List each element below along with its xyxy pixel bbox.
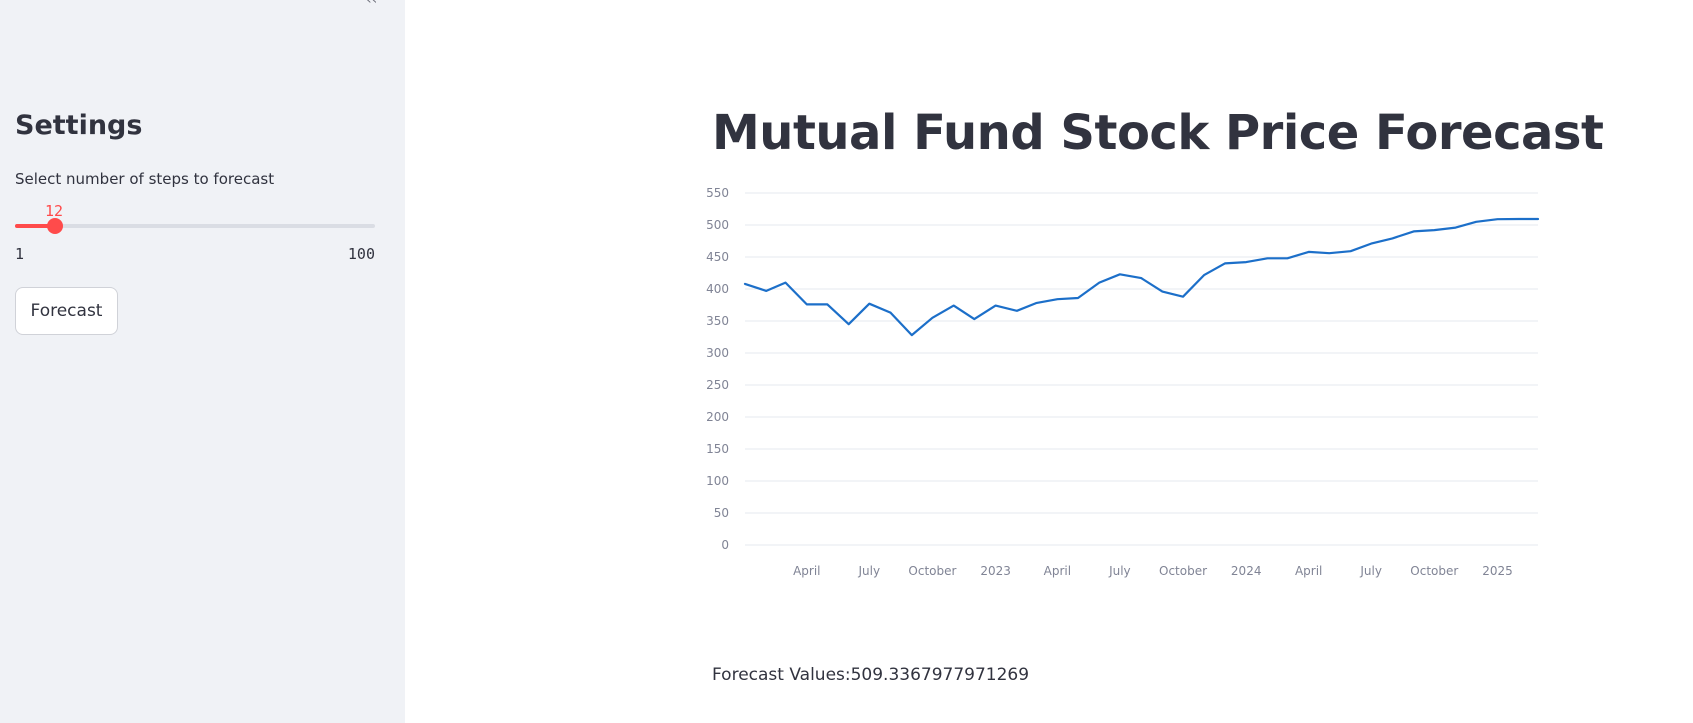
price-series-line (743, 217, 1540, 337)
slider-label: Select number of steps to forecast (15, 170, 275, 188)
page-title: Mutual Fund Stock Price Forecast (712, 105, 1604, 161)
x-tick-label: October (908, 564, 956, 578)
chart-y-axis: 0 50 100 150 200 250 300 350 400 450 500 550 (706, 186, 729, 552)
y-tick-label: 350 (706, 314, 729, 328)
sidebar-heading: Settings (15, 110, 143, 141)
x-tick-label: July (1108, 564, 1131, 578)
forecast-value: 509.3367977971269 (850, 665, 1030, 685)
chart-gridlines (745, 192, 1538, 546)
x-tick-label: July (1359, 564, 1382, 578)
y-tick-label: 250 (706, 378, 729, 392)
x-tick-label: 2025 (1482, 564, 1513, 578)
steps-slider[interactable]: 12 1 100 (15, 202, 375, 263)
y-tick-label: 500 (706, 218, 729, 232)
slider-max-label: 100 (347, 245, 375, 263)
x-tick-label: April (1295, 564, 1322, 578)
slider-current-value: 12 (44, 202, 64, 220)
forecast-label: Forecast Values: (712, 665, 851, 685)
x-tick-label: April (793, 564, 820, 578)
y-tick-label: 50 (714, 506, 729, 520)
forecast-output: Forecast Values:509.3367977971269 (712, 665, 1029, 685)
y-tick-label: 100 (706, 474, 729, 488)
x-tick-label: July (857, 564, 880, 578)
x-tick-label: October (1410, 564, 1458, 578)
slider-thumb[interactable] (46, 218, 63, 234)
slider-fill (15, 224, 55, 228)
y-tick-label: 0 (721, 538, 729, 552)
y-tick-label: 300 (706, 346, 729, 360)
x-tick-label: 2024 (1231, 564, 1262, 578)
y-tick-label: 450 (706, 250, 729, 264)
sidebar: ‹‹ Settings Select number of steps to fo… (0, 0, 405, 723)
y-tick-label: 150 (706, 442, 729, 456)
x-tick-label: April (1044, 564, 1071, 578)
collapse-sidebar-icon[interactable]: ‹‹ (366, 0, 378, 8)
x-tick-label: October (1159, 564, 1207, 578)
y-tick-label: 400 (706, 282, 729, 296)
chart-x-axis: April July October 2023 April July October 2024… (793, 564, 1513, 578)
y-tick-label: 550 (706, 186, 729, 200)
slider-min-label: 1 (15, 245, 25, 263)
forecast-button[interactable]: Forecast (15, 287, 118, 335)
y-tick-label: 200 (706, 410, 729, 424)
chart-series (743, 217, 1540, 337)
price-forecast-chart[interactable]: 0 50 100 150 200 250 300 350 400 450 500 550 April J… (705, 185, 1605, 615)
x-tick-label: 2023 (980, 564, 1011, 578)
slider-track[interactable] (15, 218, 375, 234)
